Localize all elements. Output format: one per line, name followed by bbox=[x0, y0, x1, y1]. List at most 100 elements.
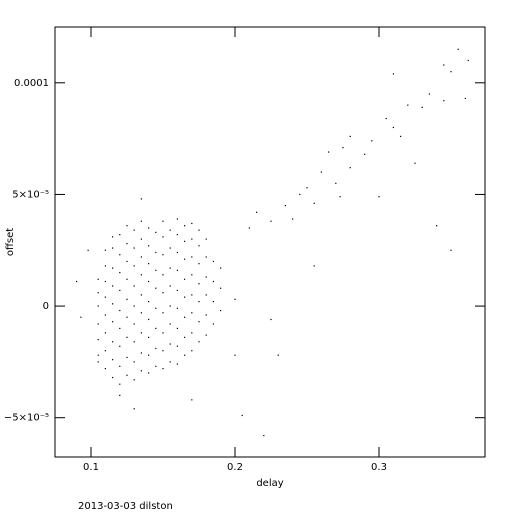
point bbox=[191, 238, 193, 240]
point bbox=[140, 198, 143, 200]
point bbox=[205, 276, 207, 278]
point bbox=[162, 254, 164, 256]
point bbox=[119, 394, 121, 396]
point bbox=[349, 167, 351, 169]
point bbox=[140, 332, 143, 334]
point bbox=[176, 345, 179, 347]
point bbox=[126, 336, 128, 338]
point bbox=[220, 309, 222, 312]
point bbox=[97, 361, 99, 363]
point bbox=[421, 106, 423, 108]
point bbox=[162, 367, 164, 370]
point bbox=[133, 229, 135, 231]
point bbox=[140, 370, 143, 372]
point bbox=[205, 294, 207, 296]
x-tick-label: 0.1 bbox=[83, 462, 99, 473]
point bbox=[155, 347, 157, 350]
point bbox=[112, 236, 114, 238]
point bbox=[162, 236, 164, 238]
point bbox=[162, 332, 164, 334]
point bbox=[191, 294, 193, 296]
point bbox=[140, 312, 143, 314]
point bbox=[97, 338, 99, 341]
point bbox=[176, 307, 179, 309]
point bbox=[133, 265, 135, 267]
point bbox=[126, 356, 128, 359]
point bbox=[155, 327, 157, 330]
point bbox=[443, 64, 445, 66]
point bbox=[184, 278, 186, 280]
point bbox=[155, 269, 157, 271]
y-tick-label: 0 bbox=[43, 301, 49, 312]
point bbox=[212, 301, 215, 303]
point bbox=[155, 287, 157, 289]
point bbox=[112, 321, 114, 323]
point bbox=[148, 245, 150, 247]
point bbox=[443, 100, 445, 102]
point bbox=[313, 265, 315, 267]
point bbox=[140, 352, 143, 354]
point bbox=[450, 71, 452, 73]
point bbox=[119, 289, 121, 292]
point bbox=[198, 321, 200, 323]
point bbox=[313, 202, 315, 204]
point bbox=[198, 245, 200, 247]
point bbox=[450, 249, 452, 251]
point bbox=[104, 280, 107, 283]
point bbox=[198, 263, 200, 265]
point bbox=[126, 298, 128, 300]
point bbox=[155, 251, 157, 254]
point bbox=[176, 251, 179, 254]
point bbox=[191, 399, 193, 401]
point bbox=[119, 254, 121, 256]
point bbox=[184, 258, 186, 260]
point bbox=[176, 218, 179, 220]
point bbox=[112, 359, 114, 361]
point bbox=[104, 332, 107, 334]
point bbox=[140, 294, 143, 296]
point bbox=[248, 227, 251, 229]
point bbox=[256, 211, 258, 213]
point bbox=[428, 93, 431, 95]
point bbox=[220, 287, 222, 289]
point bbox=[270, 318, 272, 321]
point bbox=[328, 151, 330, 153]
point bbox=[133, 323, 135, 325]
point bbox=[155, 365, 157, 367]
point bbox=[119, 327, 121, 330]
point bbox=[392, 126, 395, 129]
point bbox=[184, 336, 186, 338]
point bbox=[140, 274, 143, 276]
point bbox=[385, 117, 387, 120]
point bbox=[212, 260, 215, 263]
point bbox=[277, 354, 279, 356]
point bbox=[104, 265, 107, 267]
point bbox=[198, 283, 200, 285]
point bbox=[133, 247, 135, 249]
point bbox=[184, 225, 186, 227]
point bbox=[80, 316, 82, 318]
point bbox=[119, 309, 121, 312]
point bbox=[126, 316, 128, 318]
point bbox=[148, 227, 150, 229]
point bbox=[112, 341, 114, 343]
point bbox=[133, 379, 135, 381]
point bbox=[284, 205, 287, 207]
point bbox=[119, 345, 121, 347]
point bbox=[464, 97, 467, 100]
point bbox=[126, 260, 128, 263]
point bbox=[104, 350, 107, 352]
point bbox=[97, 292, 99, 294]
point bbox=[133, 341, 135, 343]
y-tick-label: −5×10⁻⁵ bbox=[4, 413, 49, 424]
point bbox=[212, 323, 215, 325]
point bbox=[148, 336, 150, 338]
point bbox=[169, 323, 171, 325]
point bbox=[169, 361, 171, 363]
plot-frame bbox=[54, 26, 486, 458]
point bbox=[198, 301, 200, 303]
point bbox=[364, 153, 366, 155]
point bbox=[371, 140, 373, 142]
point bbox=[104, 314, 107, 316]
point bbox=[457, 48, 459, 50]
